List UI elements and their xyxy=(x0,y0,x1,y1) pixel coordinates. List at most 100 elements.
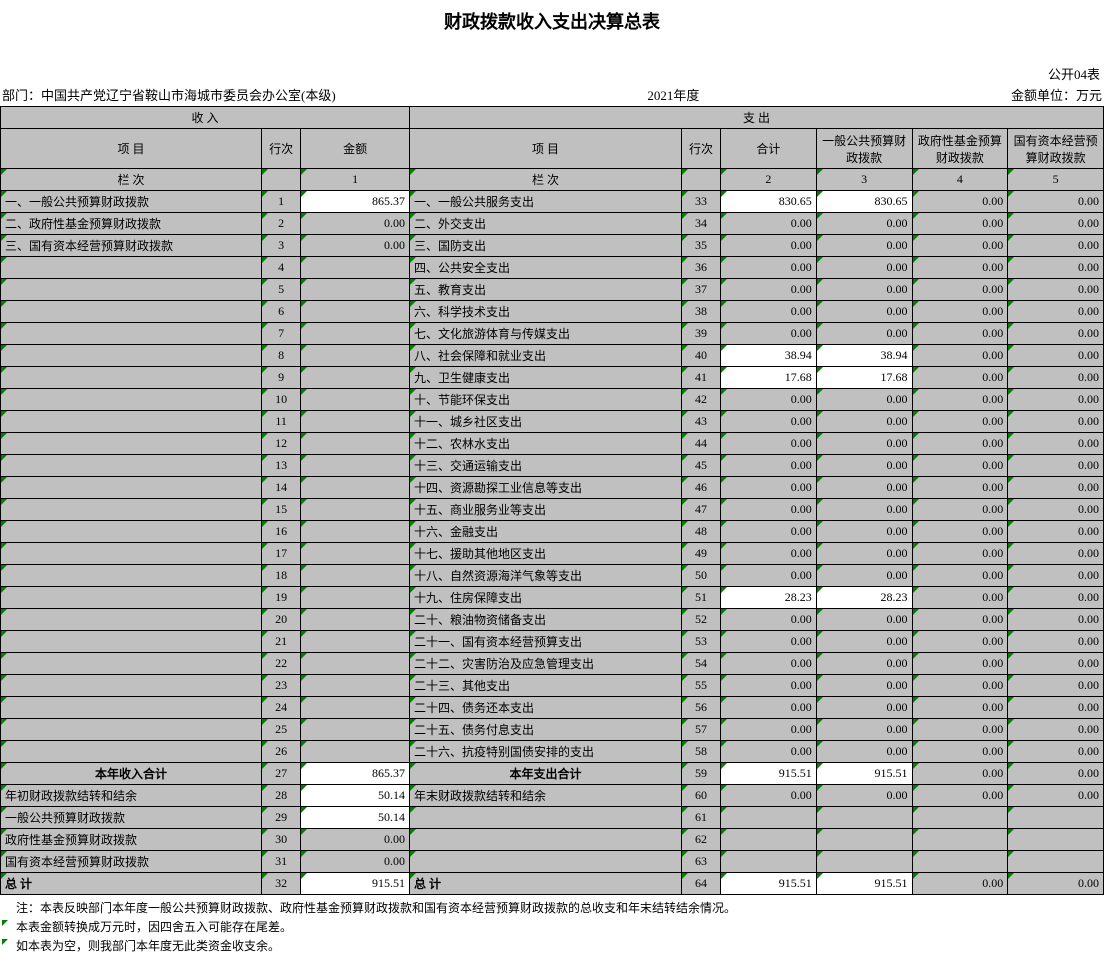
cell-v3: 28.23 xyxy=(816,587,912,609)
cell-v4: 0.00 xyxy=(912,499,1008,521)
grand-out-label: 总 计 xyxy=(409,873,681,895)
cell-in-row: 11 xyxy=(262,411,301,433)
cell-v2: 28.23 xyxy=(721,587,817,609)
cell-in-amt xyxy=(301,411,410,433)
cell-v5: 0.00 xyxy=(1008,477,1104,499)
cell-v3: 830.65 xyxy=(816,191,912,213)
cell-v5: 0.00 xyxy=(1008,191,1104,213)
cell-in-item xyxy=(1,543,262,565)
table-row: 17十七、援助其他地区支出490.000.000.000.00 xyxy=(1,543,1104,565)
cell-v2: 0.00 xyxy=(721,675,817,697)
hdr-colnum-in: 栏 次 xyxy=(1,169,262,191)
cell-v3: 0.00 xyxy=(816,411,912,433)
cell-in-row: 7 xyxy=(262,323,301,345)
hdr-blank2 xyxy=(681,169,720,191)
cell-out-row: 45 xyxy=(681,455,720,477)
table-head: 收 入 支 出 项 目 行次 金额 项 目 行次 合计 一般公共预算财政拨款 政… xyxy=(1,107,1104,191)
cell-v3: 0.00 xyxy=(816,433,912,455)
cell-out-item: 十一、城乡社区支出 xyxy=(409,411,681,433)
hdr-col1: 1 xyxy=(301,169,410,191)
dept: 部门：中国共产党辽宁省鞍山市海城市委员会办公室(本级) xyxy=(2,85,336,104)
cell-in-amt xyxy=(301,499,410,521)
cell-v5: 0.00 xyxy=(1008,279,1104,301)
table-row: 7七、文化旅游体育与传媒支出390.000.000.000.00 xyxy=(1,323,1104,345)
in-total-row: 27 xyxy=(262,763,301,785)
year: 2021年度 xyxy=(647,85,699,104)
cell-in-item xyxy=(1,433,262,455)
cell-in-row: 17 xyxy=(262,543,301,565)
table-row: 19十九、住房保障支出5128.2328.230.000.00 xyxy=(1,587,1104,609)
cell-v2: 0.00 xyxy=(721,521,817,543)
notes: 注：本表反映部门本年度一般公共预算财政拨款、政府性基金预算财政拨款和国有资本经营… xyxy=(0,895,1104,961)
grand-v4: 0.00 xyxy=(912,873,1008,895)
cell-v4: 0.00 xyxy=(912,521,1008,543)
cell-out-item: 十九、住房保障支出 xyxy=(409,587,681,609)
carry-row: 一般公共预算财政拨款2950.1461 xyxy=(1,807,1104,829)
cell-in-item xyxy=(1,565,262,587)
cell-v4: 0.00 xyxy=(912,279,1008,301)
cell-v2: 0.00 xyxy=(721,323,817,345)
cell-v4: 0.00 xyxy=(912,213,1008,235)
cell-v4: 0.00 xyxy=(912,367,1008,389)
cell-v3: 38.94 xyxy=(816,345,912,367)
cell-out-row: 36 xyxy=(681,257,720,279)
cell-in-amt xyxy=(301,565,410,587)
cell-v3: 0.00 xyxy=(816,477,912,499)
cell-in-amt xyxy=(301,433,410,455)
table-row: 10十、节能环保支出420.000.000.000.00 xyxy=(1,389,1104,411)
cell-v4: 0.00 xyxy=(912,741,1008,763)
carry-row: 年初财政拨款结转和结余2850.14年末财政拨款结转和结余600.000.000… xyxy=(1,785,1104,807)
carry-v5: 0.00 xyxy=(1008,785,1104,807)
cell-out-item: 二十四、债务还本支出 xyxy=(409,697,681,719)
cell-out-row: 38 xyxy=(681,301,720,323)
cell-v2: 0.00 xyxy=(721,389,817,411)
cell-v5: 0.00 xyxy=(1008,609,1104,631)
hdr-col5: 5 xyxy=(1008,169,1104,191)
cell-out-row: 50 xyxy=(681,565,720,587)
cell-v3: 0.00 xyxy=(816,213,912,235)
cell-in-row: 6 xyxy=(262,301,301,323)
page-title: 财政拨款收入支出决算总表 xyxy=(0,0,1104,64)
cell-v5: 0.00 xyxy=(1008,411,1104,433)
hdr-row-in: 行次 xyxy=(262,129,301,169)
carry-v3 xyxy=(816,851,912,873)
cell-out-row: 52 xyxy=(681,609,720,631)
unit: 金额单位：万元 xyxy=(1011,85,1102,104)
cell-v3: 0.00 xyxy=(816,543,912,565)
hdr-blank1 xyxy=(262,169,301,191)
cell-in-item xyxy=(1,587,262,609)
hdr-item-out: 项 目 xyxy=(409,129,681,169)
cell-v2: 0.00 xyxy=(721,257,817,279)
out-total-label: 本年支出合计 xyxy=(409,763,681,785)
carry-v5 xyxy=(1008,829,1104,851)
dept-name: 中国共产党辽宁省鞍山市海城市委员会办公室(本级) xyxy=(41,88,336,103)
cell-out-row: 51 xyxy=(681,587,720,609)
cell-v2: 0.00 xyxy=(721,565,817,587)
cell-in-row: 21 xyxy=(262,631,301,653)
carry-out-row: 60 xyxy=(681,785,720,807)
cell-out-item: 二、外交支出 xyxy=(409,213,681,235)
table-row: 25二十五、债务付息支出570.000.000.000.00 xyxy=(1,719,1104,741)
cell-v3: 0.00 xyxy=(816,455,912,477)
cell-out-item: 十八、自然资源海洋气象等支出 xyxy=(409,565,681,587)
carry-out-row: 63 xyxy=(681,851,720,873)
cell-in-row: 26 xyxy=(262,741,301,763)
carry-out-item xyxy=(409,829,681,851)
cell-v5: 0.00 xyxy=(1008,235,1104,257)
carry-v4 xyxy=(912,807,1008,829)
cell-v5: 0.00 xyxy=(1008,389,1104,411)
carry-v4: 0.00 xyxy=(912,785,1008,807)
cell-out-row: 33 xyxy=(681,191,720,213)
cell-v3: 0.00 xyxy=(816,499,912,521)
hdr-col3: 3 xyxy=(816,169,912,191)
cell-v5: 0.00 xyxy=(1008,345,1104,367)
carry-in-row: 30 xyxy=(262,829,301,851)
cell-in-row: 19 xyxy=(262,587,301,609)
carry-v4 xyxy=(912,829,1008,851)
cell-out-item: 十七、援助其他地区支出 xyxy=(409,543,681,565)
cell-v2: 830.65 xyxy=(721,191,817,213)
cell-out-item: 六、科学技术支出 xyxy=(409,301,681,323)
table-row: 15十五、商业服务业等支出470.000.000.000.00 xyxy=(1,499,1104,521)
carry-v2 xyxy=(721,807,817,829)
cell-in-row: 25 xyxy=(262,719,301,741)
